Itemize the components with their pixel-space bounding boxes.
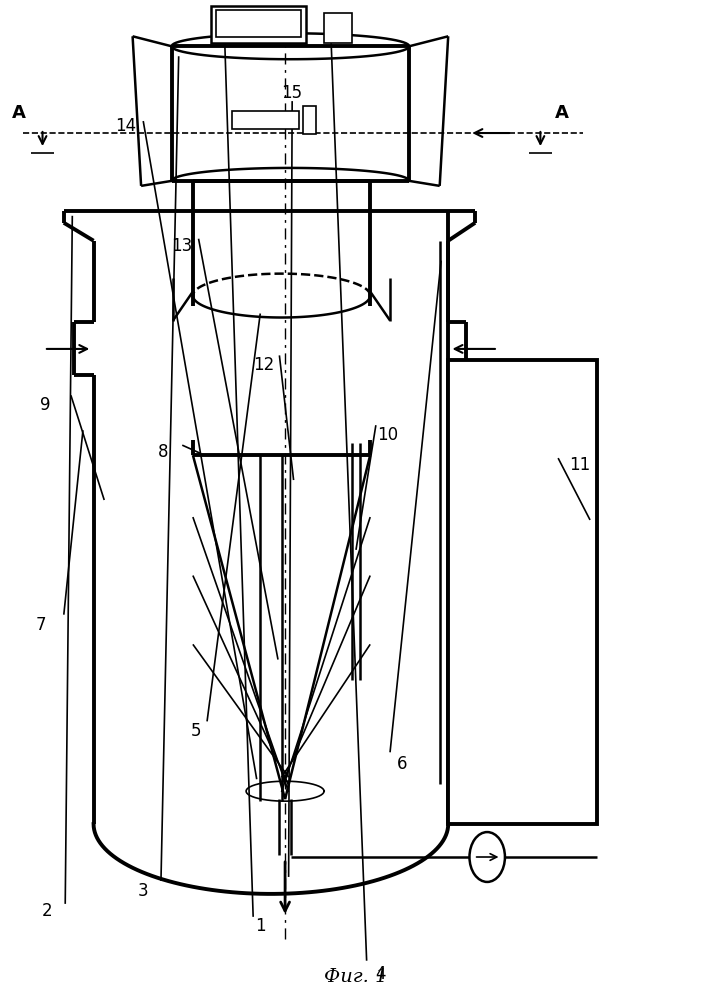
Text: 5: 5 [192,722,201,740]
Bar [216,10,300,37]
Text: A: A [12,104,26,122]
Bar [448,360,597,824]
Text: 12: 12 [253,356,274,374]
Bar [232,111,299,129]
Text: 2: 2 [42,902,53,920]
Text: 8: 8 [158,443,168,461]
Text: 7: 7 [35,616,46,634]
Text: 4: 4 [375,965,386,983]
Text: 9: 9 [40,396,51,414]
Text: 11: 11 [569,456,590,474]
Bar [211,6,306,43]
Bar [303,106,315,134]
Text: 1: 1 [255,917,266,935]
Text: 14: 14 [115,117,136,135]
Bar [324,13,352,43]
Text: 13: 13 [172,237,193,255]
Text: 10: 10 [377,426,399,444]
Text: 15: 15 [282,84,303,102]
Text: 3: 3 [138,882,149,900]
Text: 6: 6 [397,755,407,773]
Text: Фиг. 1: Фиг. 1 [324,968,388,986]
Text: A: A [555,104,569,122]
